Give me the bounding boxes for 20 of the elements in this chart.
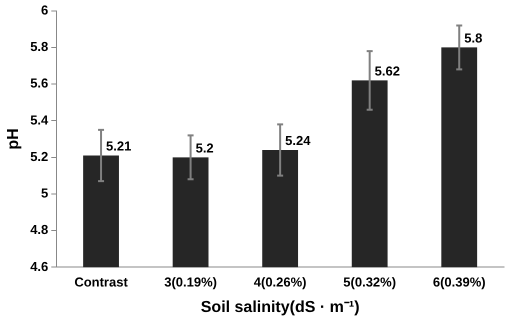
y-tick-label: 5.2: [30, 148, 48, 164]
x-tick-label: 6(0.39%): [432, 274, 486, 290]
y-tick-label: 4.8: [30, 222, 48, 238]
data-label: 5.62: [374, 63, 400, 78]
y-tick-label: 5.4: [30, 112, 50, 128]
data-label: 5.2: [196, 140, 214, 156]
x-tick-label: 5(0.32%): [343, 274, 396, 290]
y-tick-label: 4.6: [30, 258, 48, 274]
x-tick-label: 4(0.26%): [254, 274, 307, 290]
y-tick-label: 6: [41, 2, 48, 18]
y-tick-label: 5.6: [30, 76, 48, 91]
data-label: 5.8: [464, 30, 482, 46]
x-axis-title: Soil salinity(dS · m⁻¹): [200, 298, 360, 316]
y-tick-label: 5: [41, 186, 48, 201]
y-tick-label: 5.8: [30, 39, 48, 54]
y-axis-title: pH: [5, 128, 22, 150]
x-tick-label: 3(0.19%): [164, 274, 217, 290]
data-label: 5.21: [106, 138, 132, 154]
x-tick-label: Contrast: [74, 274, 128, 290]
data-label: 5.24: [285, 133, 312, 148]
